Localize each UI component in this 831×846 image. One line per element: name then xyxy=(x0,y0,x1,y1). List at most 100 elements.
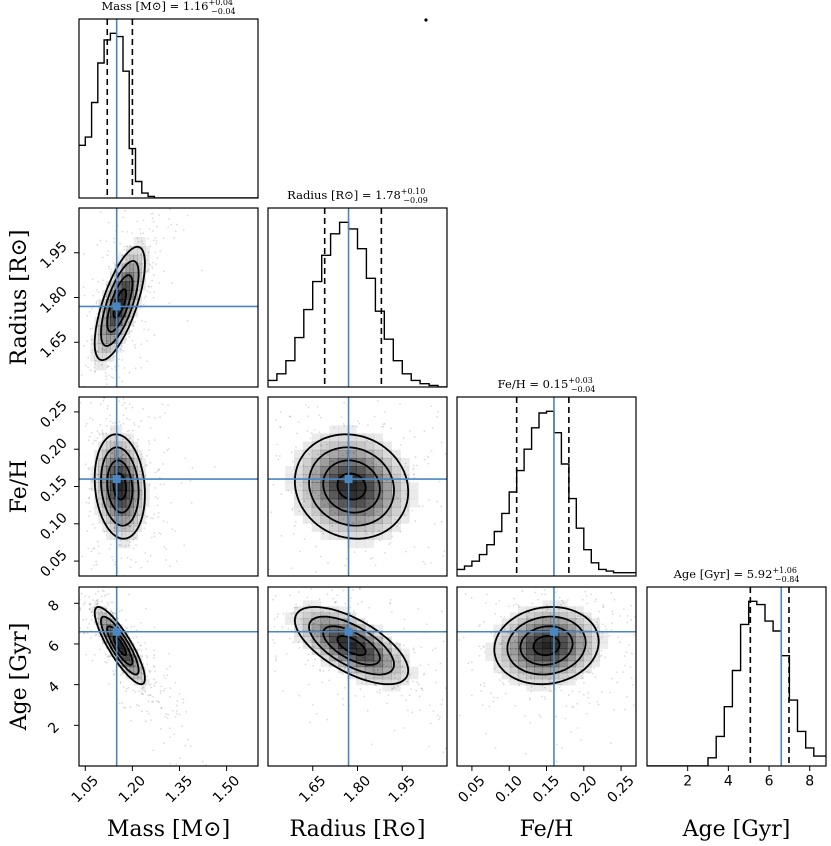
scatter-point xyxy=(97,280,100,283)
density-cell xyxy=(110,290,115,300)
density-cell xyxy=(98,466,103,475)
scatter-point xyxy=(106,601,109,604)
scatter-point xyxy=(294,525,296,527)
scatter-point xyxy=(576,727,579,729)
scatter-point xyxy=(583,556,585,558)
density-cell xyxy=(102,506,107,516)
density-cell xyxy=(526,612,535,619)
scatter-point xyxy=(88,608,91,610)
density-cell xyxy=(550,642,560,650)
density-cell xyxy=(526,666,535,674)
density-cell xyxy=(110,466,115,475)
density-cell xyxy=(347,642,357,650)
scatter-point xyxy=(74,457,76,459)
density-cell xyxy=(311,482,322,492)
density-cell xyxy=(373,630,384,638)
scatter-point xyxy=(119,424,122,426)
scatter-point xyxy=(555,743,558,746)
scatter-point xyxy=(317,453,320,456)
scatter-point xyxy=(68,399,70,401)
density-cell xyxy=(391,482,401,492)
scatter-point xyxy=(122,398,125,400)
scatter-point xyxy=(530,677,532,679)
scatter-point xyxy=(361,682,364,685)
scatter-point xyxy=(623,608,625,611)
scatter-point xyxy=(604,656,607,659)
scatter-point xyxy=(171,282,173,284)
scatter-point xyxy=(423,458,426,461)
scatter-point xyxy=(477,689,479,691)
y-axis-label-age: Age [Gyr] xyxy=(7,623,32,732)
scatter-point xyxy=(266,581,268,583)
scatter-point xyxy=(96,350,99,353)
scatter-point xyxy=(162,463,164,465)
scatter-point xyxy=(71,404,73,406)
scatter-point xyxy=(396,525,398,528)
scatter-point xyxy=(579,668,582,671)
scatter-point xyxy=(108,682,111,685)
scatter-point xyxy=(132,677,135,680)
scatter-point xyxy=(403,627,406,630)
scatter-point xyxy=(524,752,527,755)
scatter-point xyxy=(434,647,437,650)
density-cell xyxy=(125,290,131,300)
scatter-point xyxy=(132,547,135,550)
scatter-point xyxy=(122,350,125,352)
scatter-point xyxy=(107,221,110,224)
scatter-point xyxy=(418,505,421,508)
scatter-point xyxy=(158,577,160,579)
scatter-point xyxy=(272,638,274,641)
scatter-point xyxy=(298,647,301,649)
scatter-point xyxy=(118,702,121,705)
density-cell xyxy=(329,425,339,434)
scatter-point xyxy=(14,412,16,414)
density-cell xyxy=(347,433,357,443)
scatter-point xyxy=(409,430,411,432)
scatter-point xyxy=(624,567,626,569)
scatter-point xyxy=(69,353,71,355)
scatter-point xyxy=(101,432,104,434)
scatter-point xyxy=(464,368,466,370)
density-cell xyxy=(373,457,384,467)
scatter-point xyxy=(149,461,152,464)
scatter-point xyxy=(430,735,432,737)
scatter-point xyxy=(167,448,170,450)
scatter-point xyxy=(341,673,344,676)
scatter-point xyxy=(130,330,133,332)
scatter-point xyxy=(403,618,406,621)
contour-level xyxy=(106,459,134,514)
scatter-point xyxy=(105,375,108,377)
scatter-point xyxy=(105,593,108,596)
scatter-point xyxy=(169,727,171,730)
scatter-point xyxy=(359,688,362,691)
density-cell xyxy=(566,630,576,638)
density-cell xyxy=(526,618,535,625)
scatter-point xyxy=(317,620,320,622)
scatter-point xyxy=(92,349,95,351)
scatter-point xyxy=(430,405,432,408)
scatter-point xyxy=(105,284,108,286)
scatter-point xyxy=(126,230,129,233)
scatter-point xyxy=(334,601,337,604)
histogram-mass: Mass [M⊙] = 1.16+0.04 −0.04 xyxy=(78,0,259,199)
scatter-point xyxy=(107,603,110,606)
scatter-point xyxy=(96,602,99,604)
scatter-point xyxy=(376,399,379,402)
scatter-point xyxy=(437,669,439,671)
density-cell xyxy=(400,678,410,686)
scatter-point xyxy=(586,670,588,673)
scatter-point xyxy=(168,652,170,655)
density-cell xyxy=(391,654,401,662)
scatter-point xyxy=(336,693,339,696)
scatter-point xyxy=(149,427,152,430)
density-cell xyxy=(302,441,313,451)
scatter-point xyxy=(482,538,484,540)
scatter-point xyxy=(140,366,143,369)
scatter-point xyxy=(516,641,518,644)
scatter-point xyxy=(275,655,278,657)
scatter-point xyxy=(353,610,355,612)
scatter-point xyxy=(72,445,74,447)
scatter-point xyxy=(97,462,100,465)
density-cell xyxy=(141,498,146,508)
histogram-content xyxy=(268,208,447,387)
